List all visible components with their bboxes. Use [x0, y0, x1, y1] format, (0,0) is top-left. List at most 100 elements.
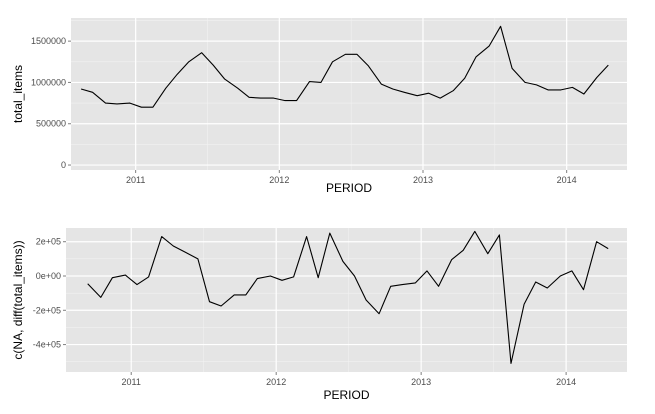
bottom-data-point [161, 236, 163, 238]
bottom-data-point [100, 296, 102, 298]
top-x-tick-label: 2011 [126, 175, 145, 185]
top-data-point [188, 61, 190, 63]
bottom-data-point [256, 278, 258, 280]
bottom-data-point [148, 276, 150, 278]
bottom-x-axis-title: PERIOD [323, 388, 369, 402]
bottom-data-point [197, 258, 199, 260]
top-data-point [152, 106, 154, 108]
top-data-point [212, 64, 214, 66]
bottom-data-point [559, 275, 561, 277]
bottom-data-point [438, 285, 440, 287]
top-x-tick-label: 2014 [557, 175, 577, 185]
bottom-data-point [329, 232, 331, 234]
bottom-data-point [136, 284, 138, 286]
top-data-point [596, 76, 598, 78]
bottom-data-point [306, 236, 308, 238]
top-panel-axis-ticks: 2011 2012 2013 2014 0 500000 1000000 1500000 [31, 36, 577, 185]
top-y-tick-label: 1500000 [31, 36, 66, 46]
bottom-x-tick-label: 2013 [411, 377, 431, 387]
bottom-data-point [451, 259, 453, 261]
bottom-x-tick-label: 2014 [556, 377, 576, 387]
bottom-data-point [523, 303, 525, 305]
top-data-point [403, 91, 405, 93]
top-data-point [464, 77, 466, 79]
top-data-point [488, 45, 490, 47]
bottom-panel-axis-ticks: 2011 2012 2013 2014 -4e+05 -2e+05 0e+00 2e+05 [33, 237, 576, 387]
bottom-data-point [474, 230, 476, 232]
top-series-line [80, 25, 609, 108]
top-x-axis-title: PERIOD [326, 181, 372, 195]
bottom-data-point [487, 253, 489, 255]
bottom-series-line [87, 230, 609, 364]
bottom-data-point [401, 284, 403, 286]
top-data-point [116, 103, 118, 105]
top-data-point [571, 86, 573, 88]
top-data-point [331, 61, 333, 63]
bottom-data-point [353, 275, 355, 277]
bottom-data-point [535, 281, 537, 283]
top-data-point [416, 95, 418, 97]
top-y-axis-title: total_items [11, 65, 25, 123]
top-data-point [356, 53, 358, 55]
top-y-tick-label: 0 [61, 160, 66, 170]
top-data-point [367, 65, 369, 67]
bottom-y-tick-label: 2e+05 [36, 237, 61, 247]
bottom-data-point [414, 282, 416, 284]
bottom-y-tick-label: -4e+05 [33, 340, 61, 350]
top-data-point [92, 91, 94, 93]
top-y-tick-label: 1000000 [31, 77, 66, 87]
top-data-point [104, 102, 106, 104]
bottom-data-point [342, 260, 344, 262]
bottom-data-point [184, 251, 186, 253]
bottom-panel-grid [66, 228, 627, 372]
top-data-point [308, 81, 310, 83]
bottom-data-point [426, 270, 428, 272]
top-data-point [260, 97, 262, 99]
bottom-data-point [233, 294, 235, 296]
top-data-point [165, 87, 167, 89]
bottom-data-point [209, 301, 211, 303]
bottom-data-point [607, 248, 609, 250]
bottom-data-point [317, 277, 319, 279]
bottom-data-point [390, 285, 392, 287]
top-data-point [201, 52, 203, 54]
top-data-point [248, 96, 250, 98]
top-x-tick-label: 2012 [269, 175, 289, 185]
bottom-data-point [269, 275, 271, 277]
top-data-point [535, 84, 537, 86]
bottom-panel-background [66, 228, 627, 372]
bottom-data-point [87, 283, 89, 285]
bottom-data-point [220, 305, 222, 307]
top-data-point [320, 81, 322, 83]
top-data-point [129, 102, 131, 104]
bottom-x-tick-label: 2011 [122, 377, 141, 387]
top-data-point [475, 56, 477, 58]
top-data-point [284, 100, 286, 102]
top-data-point [176, 73, 178, 75]
bottom-data-point [571, 270, 573, 272]
top-data-point [452, 90, 454, 92]
top-data-point [428, 92, 430, 94]
bottom-y-tick-label: -2e+05 [33, 305, 61, 315]
top-data-point [80, 88, 82, 90]
bottom-data-point [365, 299, 367, 301]
bottom-data-point [111, 277, 113, 279]
top-data-point [380, 83, 382, 85]
top-data-point [237, 87, 239, 89]
top-data-point [140, 106, 142, 108]
bottom-y-tick-label: 0e+00 [36, 271, 61, 281]
bottom-data-point [498, 234, 500, 236]
top-data-point [500, 25, 502, 27]
top-data-point [344, 53, 346, 55]
top-data-point [607, 64, 609, 66]
bottom-data-point [124, 274, 126, 276]
top-data-point [392, 88, 394, 90]
bottom-y-axis-title: c(NA, diff(total_items)) [11, 240, 25, 359]
bottom-data-point [293, 276, 295, 278]
top-y-tick-label: 500000 [36, 119, 66, 129]
bottom-data-point [281, 279, 283, 281]
top-data-point [273, 97, 275, 99]
bottom-data-point [172, 245, 174, 247]
